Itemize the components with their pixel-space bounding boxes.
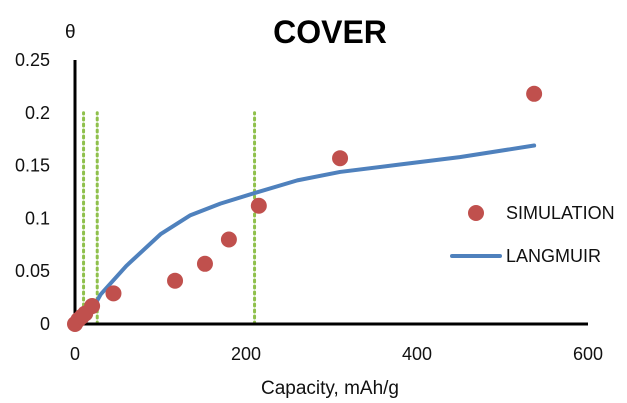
y-tick-label: 0.25 (15, 50, 50, 70)
y-tick-label: 0 (40, 314, 50, 334)
ticks: 0 0.05 0.1 0.15 0.2 0.25 0 200 400 600 (15, 50, 603, 364)
y-tick-label: 0.15 (15, 156, 50, 176)
axes (73, 60, 588, 326)
x-tick-label: 0 (70, 344, 80, 364)
reference-lines (82, 111, 257, 326)
langmuir-line (85, 143, 537, 320)
legend: SIMULATION LANGMUIR (450, 203, 615, 266)
x-axis-label: Capacity, mAh/g (261, 378, 399, 398)
y-tick-label: 0.1 (25, 208, 50, 228)
y-tick-label: 0.2 (25, 103, 50, 123)
simulation-point (196, 255, 213, 272)
simulation-point (526, 85, 543, 102)
simulation-point (220, 231, 237, 248)
simulation-point (250, 197, 267, 214)
y-tick-label: 0.05 (15, 261, 50, 281)
simulation-point (167, 272, 184, 289)
series-layer (67, 85, 543, 332)
legend-simulation-label: SIMULATION (506, 203, 615, 223)
chart-title: COVER (273, 14, 387, 50)
legend-simulation-marker (468, 205, 484, 221)
legend-langmuir-label: LANGMUIR (506, 246, 601, 266)
simulation-point (84, 298, 101, 315)
x-tick-label: 200 (231, 344, 261, 364)
simulation-point (105, 285, 122, 302)
x-tick-label: 600 (573, 344, 603, 364)
simulation-point (332, 150, 349, 167)
y-axis-label: θ (65, 22, 76, 43)
x-tick-label: 400 (402, 344, 432, 364)
